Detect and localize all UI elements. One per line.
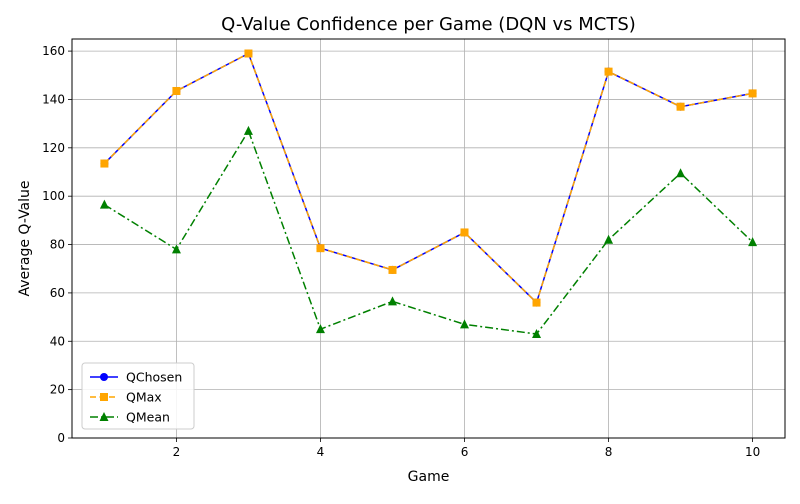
legend-box: [81, 362, 195, 430]
legend-marker-qmax: [100, 393, 108, 401]
data-point-qmax: [604, 67, 613, 76]
legend-label-qchosen: QChosen: [126, 370, 182, 385]
legend-marker-qchosen: [100, 373, 108, 381]
data-point-qmean: [387, 296, 397, 306]
legend-label-qmean: QMean: [126, 410, 170, 425]
y-tick-label: 140: [42, 92, 65, 106]
data-point-qmax: [748, 89, 757, 98]
series-line-qmean: [104, 129, 754, 335]
data-point-qmax: [244, 49, 253, 58]
data-point-qmean: [315, 324, 325, 334]
series-line-qmax: [103, 52, 753, 304]
legend: QChosen QMax QMean: [81, 362, 195, 430]
chart-title: Q-Value Confidence per Game (DQN vs MCTS…: [221, 14, 636, 35]
data-point-qmax: [676, 102, 685, 111]
data-series: [99, 49, 758, 339]
data-point-qmax: [100, 159, 109, 168]
plot-area-frame: [71, 38, 786, 439]
y-tick-label: 60: [50, 286, 65, 300]
y-tick-label: 160: [42, 44, 65, 58]
data-point-qmax: [460, 228, 469, 237]
legend-marker-qmean: [99, 412, 109, 421]
data-point-qmean: [532, 329, 542, 339]
x-tick-label: 2: [173, 445, 181, 459]
axis-ticks: 0 20 40 60 80 100 120 140 160 2 4 6 8 10: [42, 44, 760, 459]
data-point-qmax: [172, 86, 181, 95]
data-point-qmax: [388, 265, 397, 274]
y-tick-label: 120: [42, 141, 65, 155]
y-axis-label: Average Q-Value: [17, 180, 33, 296]
series-qmean: [99, 125, 758, 339]
x-tick-label: 10: [745, 445, 760, 459]
x-axis-label: Game: [408, 469, 450, 485]
legend-label-qmax: QMax: [126, 390, 162, 405]
data-point-qmean: [243, 125, 253, 135]
data-point-qmax: [316, 244, 325, 253]
y-tick-label: 20: [50, 383, 65, 397]
x-tick-label: 4: [317, 445, 325, 459]
data-point-qmean: [748, 237, 758, 247]
data-point-qmean: [460, 319, 470, 329]
x-tick-label: 8: [605, 445, 613, 459]
series-qmax: [100, 49, 757, 307]
data-point-qmean: [99, 199, 109, 209]
data-point-qmax: [532, 298, 541, 307]
y-tick-label: 0: [57, 431, 65, 445]
x-tick-label: 6: [461, 445, 469, 459]
data-point-qmean: [604, 234, 614, 244]
data-point-qmean: [676, 168, 686, 178]
y-tick-label: 40: [50, 334, 65, 348]
y-tick-label: 80: [50, 238, 65, 252]
data-point-qmean: [171, 244, 181, 254]
y-tick-label: 100: [42, 189, 65, 203]
